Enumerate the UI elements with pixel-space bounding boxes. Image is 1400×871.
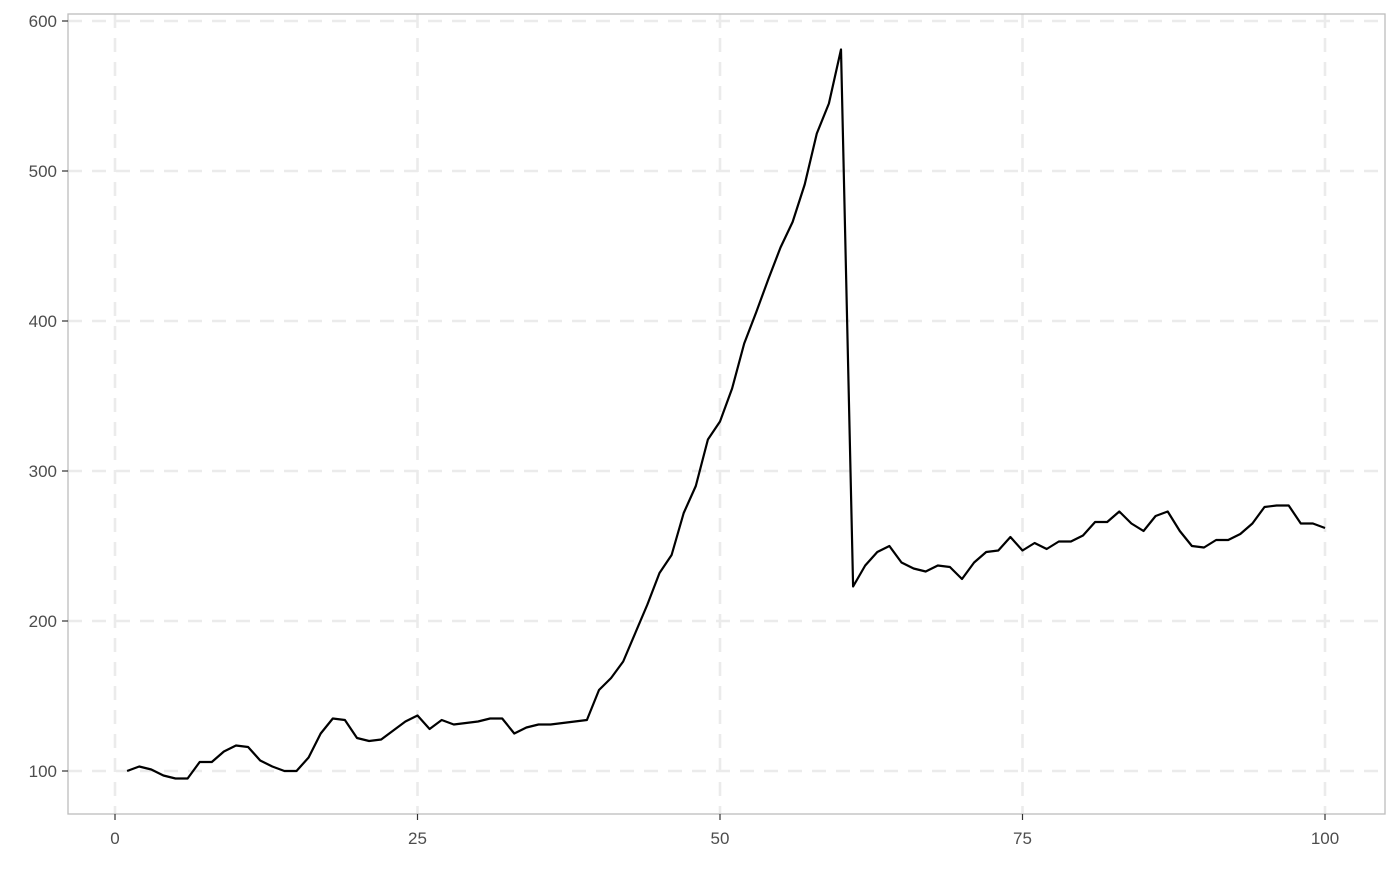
y-tick-label: 600 <box>29 12 57 31</box>
x-tick-label: 50 <box>711 829 730 848</box>
x-tick-label: 100 <box>1311 829 1339 848</box>
grid-lines <box>68 14 1385 814</box>
x-axis: 0 25 50 75 100 <box>110 814 1339 848</box>
y-tick-label: 400 <box>29 312 57 331</box>
y-tick-label: 200 <box>29 612 57 631</box>
x-tick-label: 25 <box>408 829 427 848</box>
series-line <box>126 48 1326 780</box>
series-layer <box>126 48 1326 780</box>
y-tick-label: 300 <box>29 462 57 481</box>
y-tick-label: 500 <box>29 162 57 181</box>
x-tick-label: 75 <box>1013 829 1032 848</box>
x-tick-label: 0 <box>110 829 119 848</box>
y-axis: 100 200 300 400 500 600 <box>29 12 68 781</box>
y-tick-label: 100 <box>29 762 57 781</box>
panel-border <box>67 13 1386 815</box>
